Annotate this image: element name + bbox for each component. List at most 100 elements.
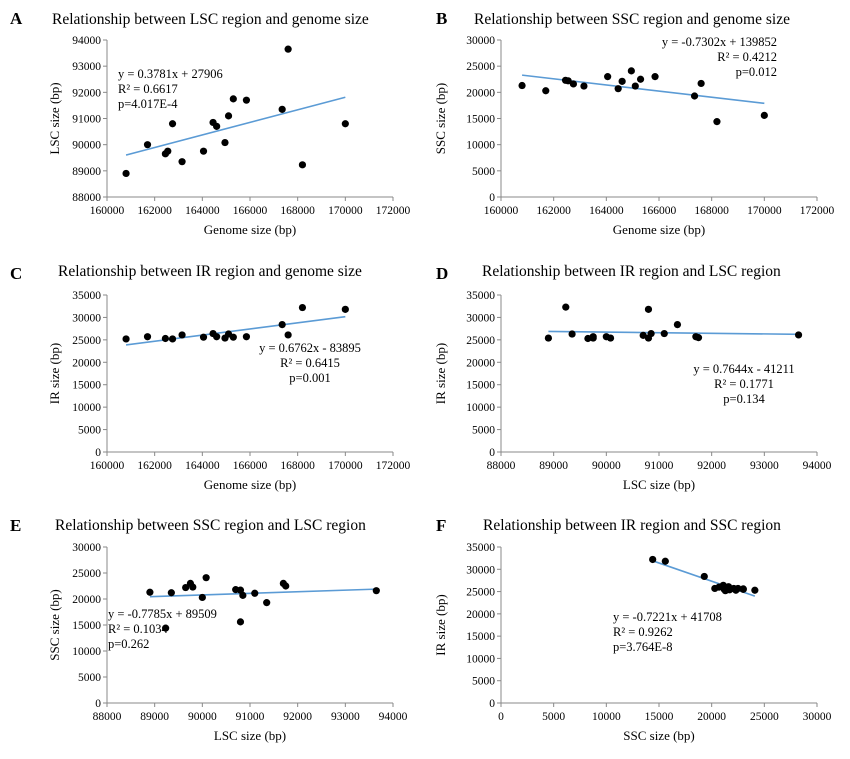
y-tick-label: 35000 <box>466 542 495 554</box>
y-tick-label: 0 <box>489 698 495 710</box>
data-point <box>618 77 626 85</box>
y-axis-title: SSC size (bp) <box>47 589 62 661</box>
x-tick-label: 92000 <box>697 460 726 472</box>
data-point <box>229 333 237 341</box>
data-point <box>167 589 175 597</box>
data-point <box>168 120 177 128</box>
data-point <box>143 333 152 341</box>
data-point <box>544 334 553 342</box>
y-tick-label: 5000 <box>78 672 101 684</box>
data-point <box>700 572 708 581</box>
data-point <box>647 329 655 338</box>
y-tick-label: 0 <box>95 447 101 459</box>
x-tick-label: 168000 <box>280 205 315 217</box>
data-point <box>614 85 622 93</box>
data-point <box>242 333 251 341</box>
x-axis-title: LSC size (bp) <box>214 728 286 743</box>
y-tick-label: 5000 <box>472 676 495 688</box>
regression-annotation: p=0.262 <box>108 637 149 651</box>
y-tick-label: 25000 <box>72 335 101 347</box>
regression-annotation: R² = 0.1771 <box>714 377 774 391</box>
y-tick-label: 0 <box>489 192 495 204</box>
data-point <box>146 588 154 596</box>
y-tick-label: 10000 <box>466 140 495 152</box>
regression-annotation: R² = 0.4212 <box>717 50 777 64</box>
regression-annotation: p=0.134 <box>723 392 765 406</box>
x-tick-label: 168000 <box>280 460 315 472</box>
y-tick-label: 30000 <box>466 35 495 47</box>
regression-annotation: p=3.764E-8 <box>613 640 672 654</box>
data-point <box>198 593 206 602</box>
regression-annotation: y = 0.7644x - 41211 <box>693 362 794 376</box>
y-tick-label: 5000 <box>472 425 495 437</box>
data-point <box>236 618 245 626</box>
data-point <box>168 335 177 343</box>
data-point <box>580 82 588 90</box>
y-tick-label: 20000 <box>466 609 495 621</box>
x-tick-label: 94000 <box>379 711 408 723</box>
x-tick-label: 5000 <box>542 711 565 723</box>
data-point <box>143 141 152 149</box>
x-tick-label: 94000 <box>803 460 832 472</box>
regression-annotation: y = -0.7302x + 139852 <box>662 35 777 49</box>
data-point <box>182 583 190 592</box>
data-point <box>298 161 307 169</box>
data-point <box>627 67 635 75</box>
data-point <box>542 87 550 95</box>
x-tick-label: 93000 <box>750 460 779 472</box>
regression-annotation: y = -0.7785x + 89509 <box>108 607 217 621</box>
regression-annotation: y = 0.6762x - 83895 <box>259 341 361 355</box>
data-point <box>341 120 349 128</box>
data-point <box>122 169 130 178</box>
data-point <box>631 82 639 90</box>
x-tick-label: 162000 <box>536 205 571 217</box>
data-point <box>298 303 307 312</box>
y-tick-label: 35000 <box>466 290 495 302</box>
x-tick-label: 30000 <box>803 711 832 723</box>
data-point <box>178 158 186 166</box>
x-tick-label: 88000 <box>93 711 122 723</box>
data-point <box>568 330 576 338</box>
data-point <box>564 77 572 85</box>
panel-letter: A <box>10 9 23 28</box>
y-tick-label: 5000 <box>472 166 495 178</box>
data-point <box>739 585 747 593</box>
x-tick-label: 160000 <box>90 205 125 217</box>
x-axis-title: SSC size (bp) <box>623 728 695 743</box>
data-point <box>649 555 657 564</box>
chart-title: Relationship between SSC region and geno… <box>474 11 790 28</box>
data-point <box>284 45 292 53</box>
x-tick-label: 10000 <box>592 711 621 723</box>
panel-letter: B <box>436 9 447 28</box>
y-tick-label: 20000 <box>72 357 101 369</box>
y-tick-label: 15000 <box>466 380 495 392</box>
x-tick-label: 166000 <box>233 205 268 217</box>
x-tick-label: 162000 <box>137 205 172 217</box>
regression-annotation: p=0.001 <box>289 371 330 385</box>
y-tick-label: 20000 <box>466 357 495 369</box>
y-axis-title: LSC size (bp) <box>47 82 62 154</box>
data-point <box>697 79 705 88</box>
data-point <box>202 574 210 582</box>
chart-title: Relationship between SSC region and LSC … <box>55 517 366 534</box>
x-tick-label: 164000 <box>589 205 624 217</box>
y-tick-label: 25000 <box>466 335 495 347</box>
regression-annotation: y = 0.3781x + 27906 <box>118 67 223 81</box>
trendline <box>125 96 346 156</box>
y-tick-label: 5000 <box>78 425 101 437</box>
data-point <box>122 335 130 343</box>
x-tick-label: 15000 <box>645 711 674 723</box>
data-point <box>213 333 221 341</box>
y-tick-label: 88000 <box>72 192 101 204</box>
x-tick-label: 172000 <box>376 460 411 472</box>
y-tick-label: 20000 <box>466 87 495 99</box>
y-tick-label: 0 <box>489 447 495 459</box>
x-tick-label: 89000 <box>539 460 568 472</box>
data-point <box>278 321 286 329</box>
x-tick-label: 20000 <box>697 711 726 723</box>
panel-letter: C <box>10 264 22 283</box>
x-axis-title: Genome size (bp) <box>613 222 705 237</box>
data-point <box>221 138 229 147</box>
regression-annotation: y = -0.7221x + 41708 <box>613 610 722 624</box>
